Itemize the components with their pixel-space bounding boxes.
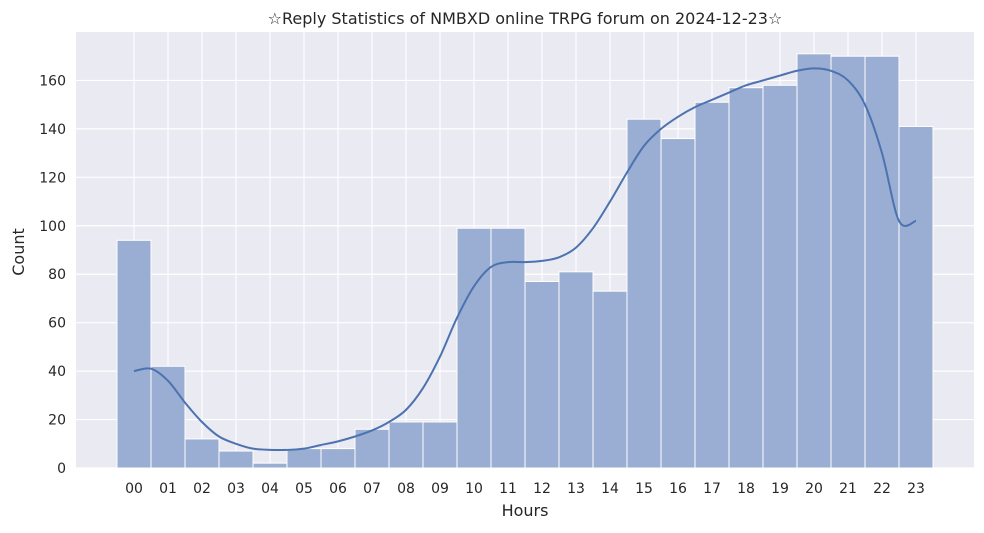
bar-11	[490, 227, 526, 469]
x-tick-label: 09	[431, 481, 449, 497]
x-tick-label: 23	[907, 481, 925, 497]
x-tick-label: 12	[533, 481, 551, 497]
bar-09	[422, 421, 458, 469]
bar-21	[830, 55, 866, 469]
x-tick-label: 16	[669, 481, 687, 497]
x-tick-label: 20	[805, 481, 823, 497]
bar-00	[116, 239, 152, 469]
x-tick-label: 19	[771, 481, 789, 497]
x-tick-label: 21	[839, 481, 857, 497]
x-tick-label: 04	[261, 481, 279, 497]
chart-title: ☆Reply Statistics of NMBXD online TRPG f…	[268, 9, 783, 28]
bar-04	[252, 462, 288, 469]
bar-23	[898, 125, 934, 469]
x-tick-label: 13	[567, 481, 585, 497]
bar-18	[728, 87, 764, 469]
bar-14	[592, 290, 628, 469]
y-axis-label: Count	[9, 228, 28, 276]
bar-16	[660, 138, 696, 469]
y-tick-label: 140	[39, 122, 66, 138]
bar-08	[388, 421, 424, 469]
x-tick-label: 01	[159, 481, 177, 497]
y-tick-label: 20	[48, 413, 66, 429]
y-tick-label: 0	[57, 461, 66, 477]
x-axis-ticks: 00 01 02 03 04 05 06 07 08 09 10 11 12 13 14 15 16 17 18 19…	[125, 481, 925, 497]
x-tick-label: 18	[737, 481, 755, 497]
y-tick-label: 60	[48, 316, 66, 332]
bar-03	[218, 450, 254, 469]
bar-05	[286, 448, 322, 469]
bar-15	[626, 118, 662, 469]
x-tick-label: 14	[601, 481, 619, 497]
x-tick-label: 02	[193, 481, 211, 497]
x-tick-label: 06	[329, 481, 347, 497]
x-tick-label: 08	[397, 481, 415, 497]
y-tick-label: 100	[39, 219, 66, 235]
x-tick-label: 00	[125, 481, 143, 497]
x-tick-label: 07	[363, 481, 381, 497]
x-tick-label: 17	[703, 481, 721, 497]
x-tick-label: 10	[465, 481, 483, 497]
bar-01	[150, 365, 186, 469]
kde-curve-layer	[133, 67, 917, 451]
bar-12	[524, 280, 560, 469]
bars	[116, 53, 934, 469]
bar-20	[796, 53, 832, 469]
y-tick-label: 160	[39, 73, 66, 89]
x-axis-label: Hours	[502, 501, 549, 520]
bar-02	[184, 438, 220, 469]
bar-17	[694, 101, 730, 469]
kde-curve	[133, 67, 917, 451]
y-tick-label: 80	[48, 267, 66, 283]
bar-06	[320, 448, 356, 469]
x-tick-label: 03	[227, 481, 245, 497]
x-tick-label: 11	[499, 481, 517, 497]
x-tick-label: 15	[635, 481, 653, 497]
bar-10	[456, 227, 492, 469]
x-tick-label: 22	[873, 481, 891, 497]
x-tick-label: 05	[295, 481, 313, 497]
y-tick-label: 40	[48, 364, 66, 380]
bar-13	[558, 271, 594, 469]
bar-19	[762, 84, 798, 469]
bar-22	[864, 55, 900, 469]
y-axis-ticks: 0 20 40 60 80 100 120 140 160	[39, 73, 66, 477]
y-tick-label: 120	[39, 170, 66, 186]
